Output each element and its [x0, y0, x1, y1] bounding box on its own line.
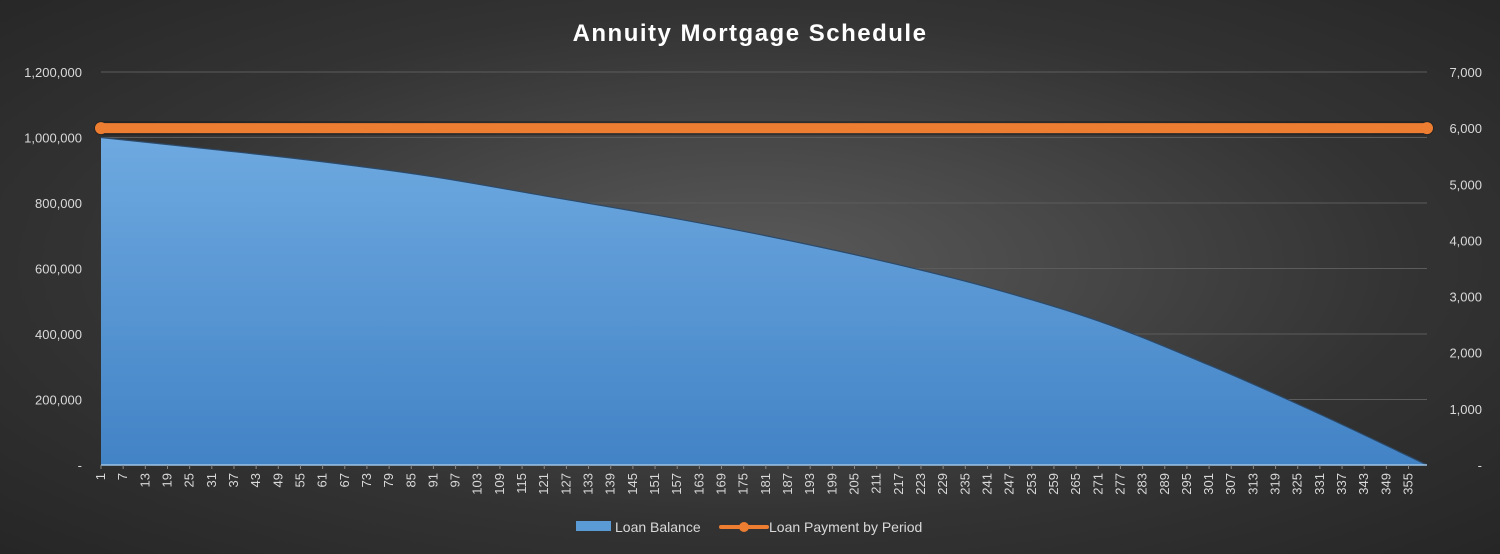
x-axis-tick-label: 127	[558, 473, 573, 495]
loan-balance-area	[100, 136, 1428, 466]
legend-item-loan-payment: Loan Payment by Period	[719, 519, 922, 535]
x-axis-tick-label: 157	[669, 473, 684, 495]
left-axis-tick-label: 400,000	[35, 327, 82, 342]
x-axis-tick-label: 355	[1401, 473, 1416, 495]
legend: Loan Balance Loan Payment by Period	[576, 519, 922, 535]
right-axis-tick-label: 2,000	[1449, 346, 1482, 361]
x-axis-tick-label: 223	[913, 473, 928, 495]
x-axis-tick-label: 283	[1135, 473, 1150, 495]
x-axis-tick-label: 175	[736, 473, 751, 495]
x-axis-tick-label: 13	[137, 473, 152, 487]
left-axis-tick-label: 600,000	[35, 262, 82, 277]
legend-label-loan-balance: Loan Balance	[615, 519, 701, 535]
x-axis-tick-label: 145	[625, 473, 640, 495]
x-axis: 1 7 13 19 25 31 37 43 49 55 61 67 73 79 85 91 97 103 109 11…	[93, 465, 1416, 495]
x-axis-tick-label: 277	[1112, 473, 1127, 495]
x-axis-tick-label: 115	[514, 473, 529, 494]
x-axis-tick-label: 247	[1002, 473, 1017, 495]
x-axis-tick-label: 343	[1356, 473, 1371, 495]
left-axis-tick-label: 1,000,000	[24, 131, 82, 146]
x-axis-tick-label: 289	[1157, 473, 1172, 495]
left-axis-tick-label: 200,000	[35, 393, 82, 408]
x-axis-tick-label: 187	[780, 473, 795, 495]
left-axis-tick-label: -	[78, 458, 82, 473]
left-y-axis: - 200,000 400,000 600,000 800,000 1,000,000 1,…	[24, 65, 82, 473]
x-axis-tick-label: 91	[425, 473, 440, 487]
x-axis-tick-label: 301	[1201, 473, 1216, 495]
chart-title: Annuity Mortgage Schedule	[573, 20, 928, 47]
x-axis-tick-label: 271	[1090, 473, 1105, 495]
x-axis-tick-label: 199	[824, 473, 839, 495]
x-axis-tick-label: 61	[315, 473, 330, 487]
x-axis-tick-label: 349	[1378, 473, 1393, 495]
x-axis-tick-label: 313	[1245, 473, 1260, 495]
x-axis-tick-label: 31	[204, 473, 219, 487]
left-axis-tick-label: 800,000	[35, 196, 82, 211]
x-axis-tick-label: 211	[869, 473, 884, 494]
right-y-axis: - 1,000 2,000 3,000 4,000 5,000 6,000 7,000	[1449, 65, 1482, 473]
legend-marker-loan-payment	[739, 522, 749, 532]
payment-line	[94, 121, 1434, 136]
payment-line-point	[1421, 122, 1433, 135]
x-axis-tick-label: 55	[292, 473, 307, 487]
x-axis-tick-label: 163	[691, 473, 706, 495]
x-axis-tick-label: 67	[337, 473, 352, 487]
right-axis-tick-label: 4,000	[1449, 233, 1482, 248]
x-axis-tick-label: 85	[403, 473, 418, 487]
x-axis-tick-label: 19	[159, 473, 174, 487]
right-axis-tick-label: 7,000	[1449, 65, 1482, 80]
x-axis-tick-label: 253	[1024, 473, 1039, 495]
x-axis-tick-label: 73	[359, 473, 374, 487]
x-axis-tick-label: 133	[581, 473, 596, 495]
x-axis-tick-label: 241	[979, 473, 994, 495]
right-axis-tick-label: 5,000	[1449, 177, 1482, 192]
x-axis-tick-label: 229	[935, 473, 950, 495]
x-axis-tick-label: 319	[1268, 473, 1283, 495]
legend-item-loan-balance: Loan Balance	[576, 519, 701, 535]
right-axis-tick-label: 1,000	[1449, 402, 1482, 417]
x-axis-tick-label: 193	[802, 473, 817, 495]
x-axis-tick-label: 151	[647, 473, 662, 495]
x-axis-tick-label: 25	[182, 473, 197, 487]
x-axis-tick-label: 265	[1068, 473, 1083, 495]
x-axis-tick-label: 49	[270, 473, 285, 487]
x-axis-tick-label: 139	[603, 473, 618, 495]
payment-line-point	[95, 122, 107, 135]
right-axis-tick-label: 3,000	[1449, 290, 1482, 305]
x-axis-tick-label: 121	[536, 473, 551, 495]
x-axis-tick-label: 205	[846, 473, 861, 495]
x-axis-tick-label: 37	[226, 473, 241, 487]
x-axis-tick-label: 331	[1312, 473, 1327, 495]
x-axis-tick-label: 43	[248, 473, 263, 487]
right-axis-tick-label: -	[1478, 458, 1482, 473]
x-axis-tick-label: 325	[1290, 473, 1305, 495]
x-axis-tick-label: 7	[115, 473, 130, 480]
x-axis-tick-label: 259	[1046, 473, 1061, 495]
loan-balance-area-edge	[100, 136, 1428, 466]
right-axis-tick-label: 6,000	[1449, 121, 1482, 136]
legend-swatch-loan-balance	[576, 521, 611, 531]
x-axis-tick-label: 169	[714, 473, 729, 495]
x-axis-tick-label: 307	[1223, 473, 1238, 495]
x-axis-tick-label: 109	[492, 473, 507, 495]
left-axis-tick-label: 1,200,000	[24, 65, 82, 80]
x-axis-tick-label: 235	[957, 473, 972, 495]
x-axis-tick-label: 103	[470, 473, 485, 495]
x-axis-tick-label: 295	[1179, 473, 1194, 495]
legend-label-loan-payment: Loan Payment by Period	[769, 519, 922, 535]
x-axis-tick-label: 337	[1334, 473, 1349, 495]
x-axis-tick-label: 1	[93, 473, 108, 480]
x-axis-tick-label: 217	[891, 473, 906, 495]
loan-balance-area-fill	[101, 137, 1427, 465]
x-axis-tick-label: 181	[758, 473, 773, 495]
x-axis-tick-label: 97	[448, 473, 463, 487]
x-axis-tick-label: 79	[381, 473, 396, 487]
